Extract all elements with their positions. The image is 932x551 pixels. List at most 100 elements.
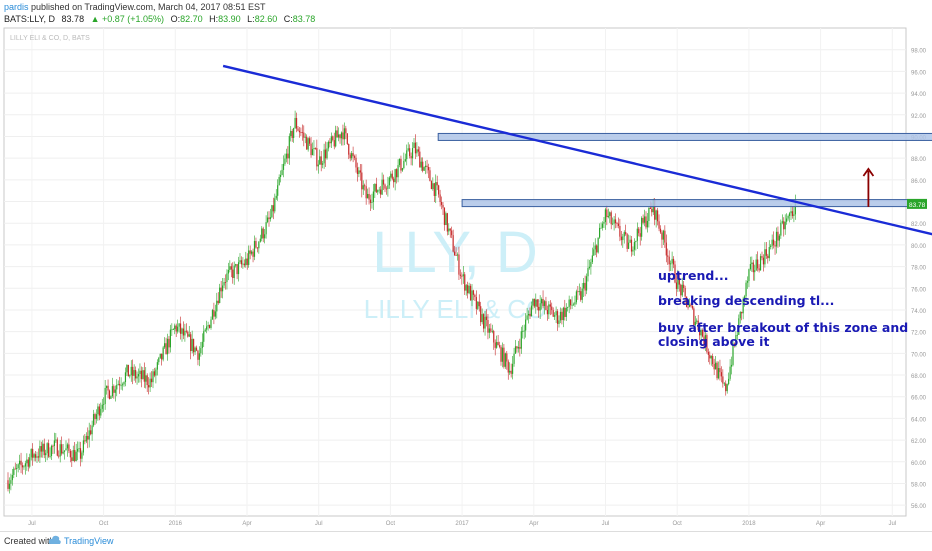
x-tick-label: Apr xyxy=(242,521,251,527)
candle-body xyxy=(97,406,99,415)
candle-body xyxy=(255,241,257,248)
candle-body xyxy=(520,331,522,349)
candle-body xyxy=(213,310,215,317)
candle-body xyxy=(242,263,244,265)
candle-body xyxy=(158,357,160,363)
candle-body xyxy=(526,315,528,320)
candle-body xyxy=(446,213,448,232)
candle-body xyxy=(609,212,611,216)
ohlc-bar: BATS:LLY, D 83.78 ▲ +0.87 (+1.05%) O:82.… xyxy=(4,14,315,24)
candle-body xyxy=(568,299,570,307)
candle-body xyxy=(300,132,302,134)
candle-body xyxy=(516,346,518,349)
candle-body xyxy=(24,463,26,467)
candle-body xyxy=(391,173,393,179)
candle-body xyxy=(458,254,460,275)
candle-body xyxy=(356,167,359,175)
candle-body xyxy=(593,249,595,256)
candle-body xyxy=(37,456,40,458)
candle-body xyxy=(119,383,121,386)
candle-body xyxy=(422,161,424,171)
candle-body xyxy=(342,132,344,140)
candle-body xyxy=(204,329,206,332)
candle-body xyxy=(449,228,451,231)
candle-body xyxy=(507,361,509,373)
candle-body xyxy=(396,169,398,178)
candle-body xyxy=(394,169,396,183)
candle-body xyxy=(39,446,41,458)
candle-body xyxy=(630,239,633,252)
candle-body xyxy=(150,378,153,383)
candle-body xyxy=(658,221,660,229)
candle-body xyxy=(575,291,577,303)
y-tick-label: 64.00 xyxy=(911,417,927,423)
candle-body xyxy=(153,371,156,376)
candle-body xyxy=(364,185,366,187)
candle-body xyxy=(104,387,106,404)
candle-body xyxy=(19,460,21,465)
author-link[interactable]: pardis xyxy=(4,2,29,12)
candle-body xyxy=(430,181,432,189)
candle-body xyxy=(98,406,100,416)
candle-body xyxy=(295,117,298,129)
candle-body xyxy=(30,448,32,458)
candle-body xyxy=(94,414,96,420)
candle-body xyxy=(574,302,576,305)
candle-body xyxy=(604,209,606,223)
candle-body xyxy=(674,264,676,283)
candle-body xyxy=(349,154,351,159)
y-tick-label: 70.00 xyxy=(911,352,927,358)
candle-body xyxy=(371,202,373,203)
candle-body xyxy=(546,310,548,315)
candle-body xyxy=(484,316,486,329)
candle-body xyxy=(778,235,780,241)
candle-body xyxy=(368,193,370,200)
tradingview-cloud-icon xyxy=(48,535,61,544)
candle-body xyxy=(201,341,203,349)
candle-body xyxy=(326,148,328,159)
candle-body xyxy=(193,338,195,353)
candle-body xyxy=(690,304,692,306)
candle-body xyxy=(53,440,55,447)
candle-body xyxy=(601,223,604,228)
candle-body xyxy=(110,396,112,399)
candle-body xyxy=(410,156,412,159)
candle-body xyxy=(365,186,367,199)
candle-body xyxy=(474,294,476,298)
candle-body xyxy=(407,148,409,151)
candle-body xyxy=(332,136,334,141)
candle-body xyxy=(361,172,363,190)
candle-body xyxy=(620,236,622,241)
candle-body xyxy=(101,404,103,409)
candle-body xyxy=(790,211,792,214)
candle-body xyxy=(414,142,417,154)
tradingview-link[interactable]: TradingView xyxy=(64,536,114,546)
candle-body xyxy=(380,189,382,195)
candle-body xyxy=(554,315,556,317)
candle-body xyxy=(43,443,45,456)
candle-body xyxy=(343,128,345,140)
candle-body xyxy=(645,216,647,228)
candle-body xyxy=(265,222,267,235)
candle-body xyxy=(717,368,720,379)
candle-body xyxy=(622,236,624,241)
candle-body xyxy=(400,158,402,171)
candle-body xyxy=(745,282,747,297)
candle-body xyxy=(580,291,582,300)
y-tick-label: 96.00 xyxy=(911,70,927,76)
candle-body xyxy=(314,147,316,149)
candle-body xyxy=(736,334,738,336)
high-label: H: xyxy=(209,14,219,24)
candle-body xyxy=(588,266,591,268)
candle-body xyxy=(552,310,554,317)
candle-body xyxy=(223,282,225,286)
created-with-text: Created with xyxy=(4,536,55,546)
candle-body xyxy=(417,149,419,152)
candle-body xyxy=(169,329,171,348)
price-chart[interactable]: 56.00 58.00 60.00 62.00 64.00 66.00 68.00 70.00… xyxy=(0,0,932,531)
candle-body xyxy=(130,366,132,376)
candle-body xyxy=(583,282,585,289)
candle-body xyxy=(397,165,399,178)
candle-body xyxy=(217,300,219,304)
candle-body xyxy=(45,453,47,456)
